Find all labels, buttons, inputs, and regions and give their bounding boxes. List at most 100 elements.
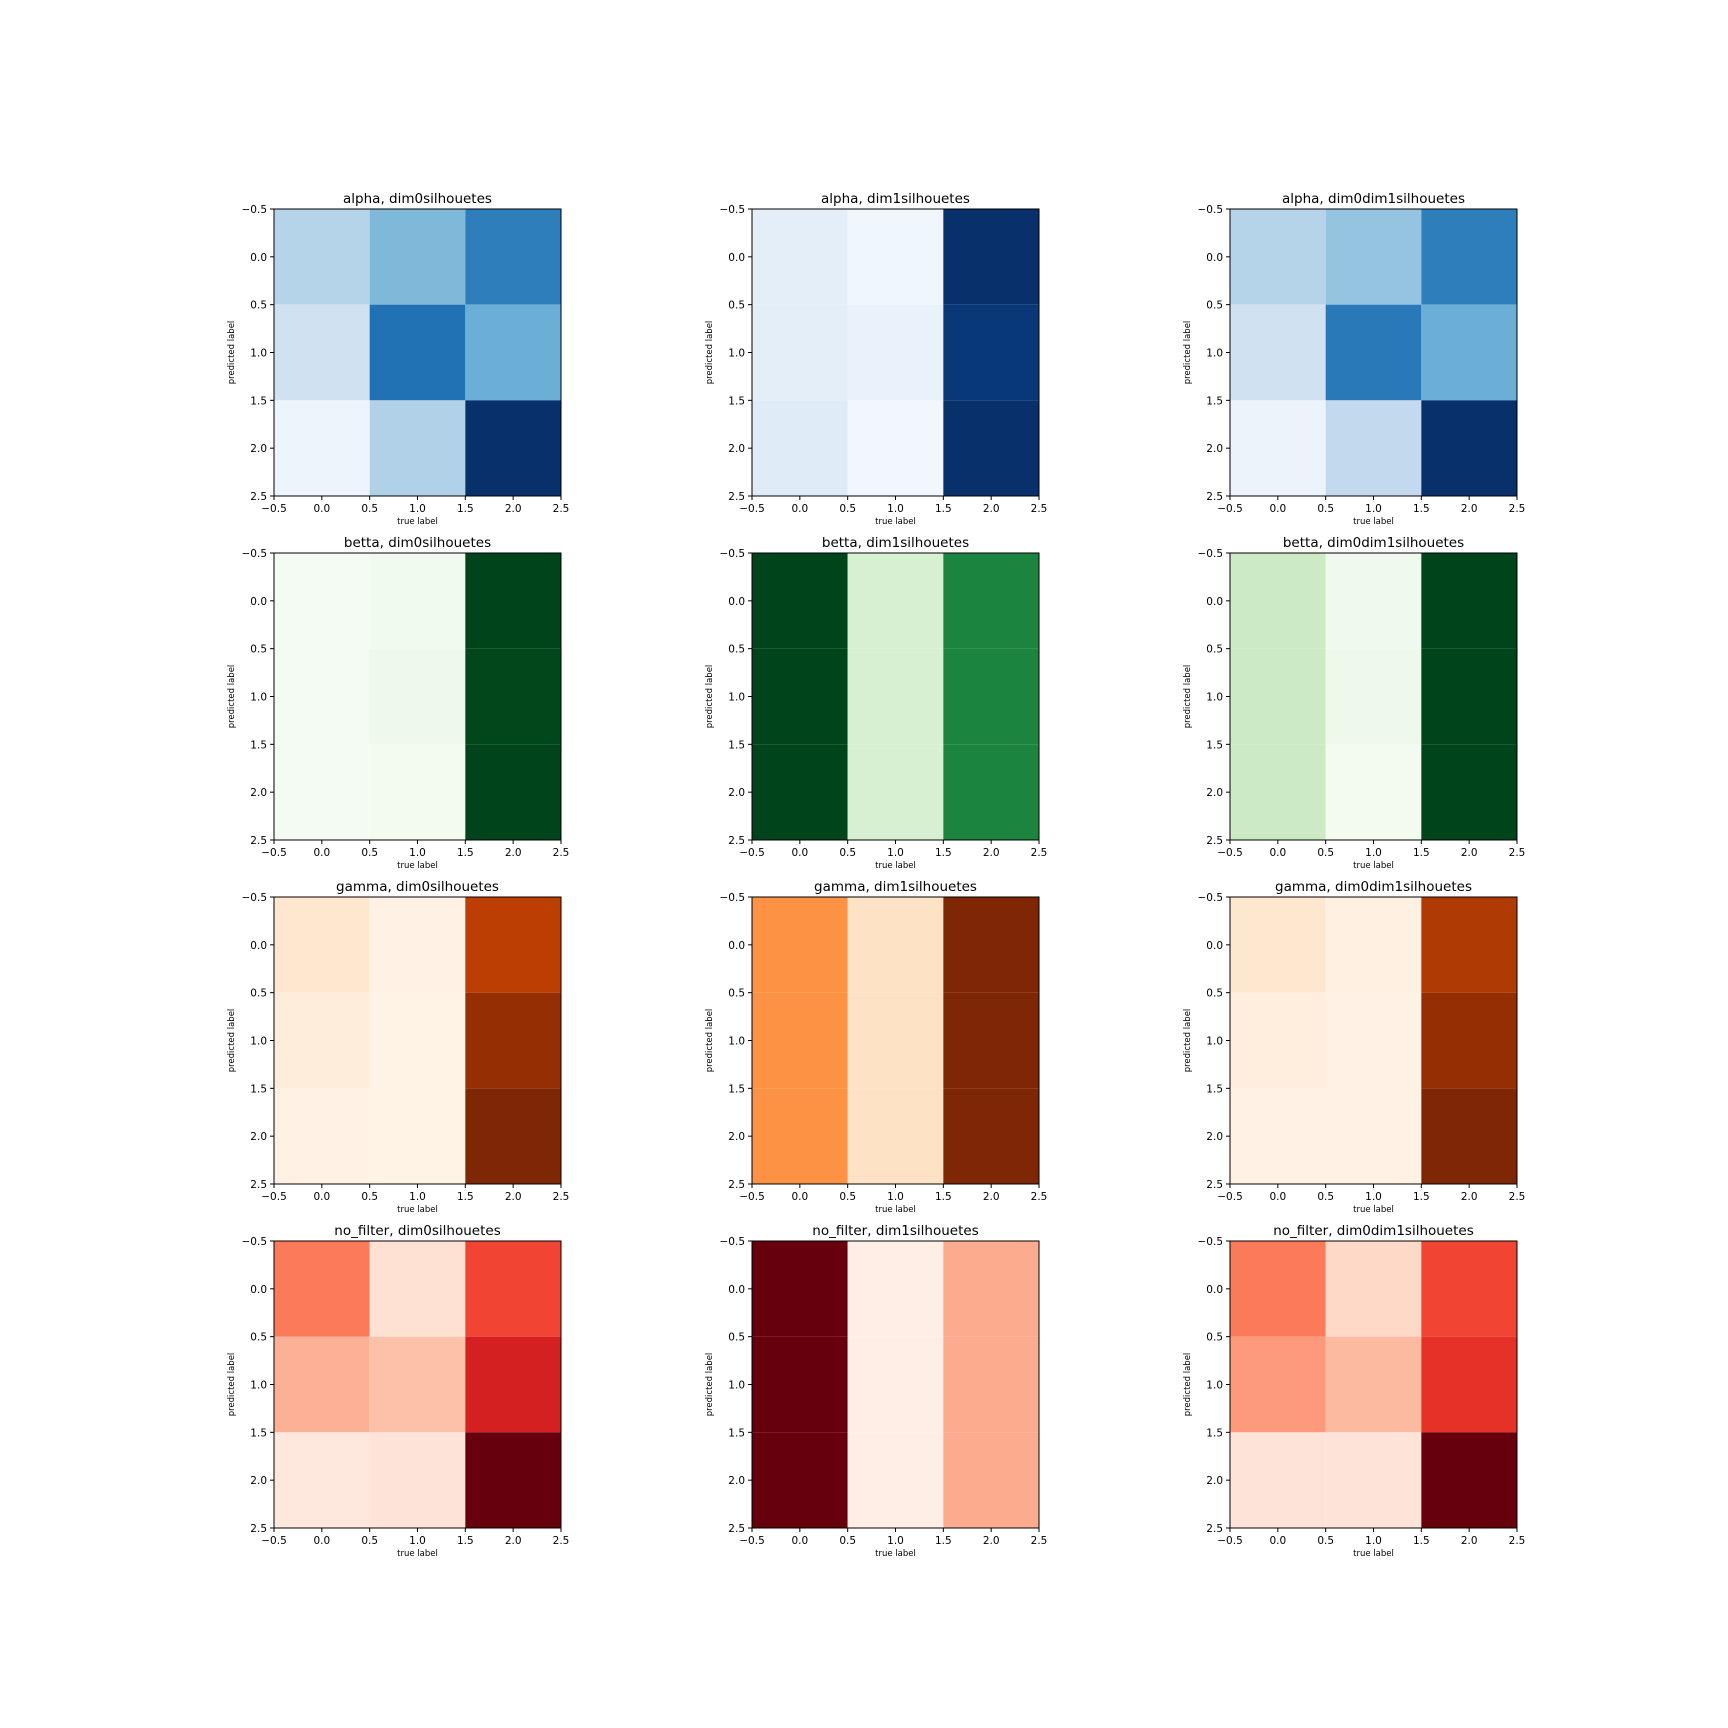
x-tick-label: −0.5	[261, 1191, 287, 1203]
heatmap-panel: alpha, dim0dim1silhouetes −0.5 0.0 0.5 1.0 1.…	[1183, 191, 1525, 527]
y-tick-label: 1.5	[728, 739, 745, 751]
heatmap-cell	[465, 1241, 561, 1337]
y-tick-label: 0.0	[728, 596, 745, 608]
y-tick-label: 2.5	[250, 835, 267, 847]
y-tick-label: 2.5	[250, 1523, 267, 1535]
y-tick-label: 0.0	[1206, 1284, 1223, 1296]
heatmap-cell	[274, 400, 370, 496]
x-tick-label: 1.0	[409, 1535, 426, 1547]
y-tick-label: 1.0	[728, 1380, 745, 1392]
heatmap-panel: alpha, dim0silhouetes −0.5 0.0 0.5 1.0 1.5 2.0…	[227, 191, 569, 527]
y-tick-label: −0.5	[1198, 892, 1224, 904]
x-axis-label: true label	[397, 1549, 438, 1559]
heatmap-cell	[1230, 648, 1326, 745]
heatmap-cell	[847, 648, 944, 745]
panel-title: gamma, dim1silhouetes	[814, 879, 977, 895]
heatmap-cell	[1325, 992, 1422, 1089]
x-tick-label: 1.0	[887, 1535, 904, 1547]
heatmap-cell	[369, 1088, 466, 1184]
panel-title: betta, dim1silhouetes	[822, 535, 969, 551]
x-tick-label: 0.5	[1317, 503, 1334, 515]
heatmap-cell	[465, 992, 561, 1089]
y-tick-label: 0.5	[1206, 988, 1223, 1000]
heatmap-cell	[752, 1336, 848, 1433]
heatmap-cell	[274, 304, 370, 401]
heatmap-cell	[1230, 1088, 1326, 1184]
y-tick-label: 2.5	[728, 491, 745, 503]
y-axis-label: predicted label	[1183, 665, 1193, 729]
x-tick-label: 0.0	[313, 1535, 330, 1547]
heatmap-cell	[1421, 1336, 1517, 1433]
heatmap-cell	[847, 1432, 944, 1528]
heatmap-panel: betta, dim1silhouetes −0.5 0.0 0.5 1.0 1.5 2.0…	[705, 535, 1047, 871]
x-tick-label: 2.0	[505, 1191, 522, 1203]
x-tick-label: 1.0	[887, 1191, 904, 1203]
heatmap-cell	[274, 1088, 370, 1184]
x-tick-label: 1.5	[935, 1535, 952, 1547]
x-tick-label: 1.0	[1365, 503, 1382, 515]
heatmap-cell	[1421, 648, 1517, 745]
y-tick-label: 1.5	[1206, 1083, 1223, 1095]
x-tick-label: 2.0	[505, 847, 522, 859]
heatmap-cell	[465, 304, 561, 401]
y-axis-label: predicted label	[1183, 321, 1193, 385]
y-axis-label: predicted label	[705, 1353, 715, 1417]
heatmap-cell	[1421, 553, 1517, 649]
heatmap-cell	[943, 1241, 1039, 1337]
heatmap-panel: gamma, dim1silhouetes −0.5 0.0 0.5 1.0 1.5 2.0…	[705, 879, 1047, 1215]
heatmap-cell	[465, 553, 561, 649]
heatmap-cell	[1325, 744, 1422, 840]
heatmap-cell	[1325, 648, 1422, 745]
heatmap-cell	[943, 648, 1039, 745]
x-tick-label: 1.5	[457, 1535, 474, 1547]
y-tick-label: 0.0	[728, 1284, 745, 1296]
y-tick-label: 2.0	[728, 1475, 745, 1487]
heatmap-cell	[1325, 553, 1422, 649]
x-tick-label: 2.0	[983, 1535, 1000, 1547]
y-tick-label: 2.0	[1206, 1131, 1223, 1143]
heatmap-cell	[847, 209, 944, 305]
panel-title: betta, dim0dim1silhouetes	[1283, 535, 1464, 551]
heatmap-cell	[274, 648, 370, 745]
heatmap-cell	[1325, 209, 1422, 305]
x-tick-label: 0.5	[1317, 1535, 1334, 1547]
y-axis-label: predicted label	[1183, 1353, 1193, 1417]
heatmap-cell	[274, 1432, 370, 1528]
heatmap-cell	[943, 553, 1039, 649]
x-tick-label: 0.0	[313, 503, 330, 515]
y-tick-label: 1.5	[728, 1083, 745, 1095]
heatmap-cell	[847, 897, 944, 993]
y-tick-label: 2.0	[1206, 443, 1223, 455]
heatmap-cell	[465, 1088, 561, 1184]
x-axis-label: true label	[397, 1205, 438, 1215]
heatmap-cell	[369, 648, 466, 745]
y-tick-label: 2.5	[1206, 1523, 1223, 1535]
heatmap-cell	[847, 992, 944, 1089]
x-tick-label: 2.5	[553, 503, 570, 515]
y-tick-label: 0.5	[728, 988, 745, 1000]
heatmap-cell	[752, 1088, 848, 1184]
y-tick-label: −0.5	[1198, 1236, 1224, 1248]
x-axis-label: true label	[1353, 517, 1394, 527]
heatmap-panel: betta, dim0dim1silhouetes −0.5 0.0 0.5 1.0 1.…	[1183, 535, 1525, 871]
x-tick-label: 0.0	[791, 503, 808, 515]
x-tick-label: 2.0	[983, 503, 1000, 515]
heatmap-cell	[1421, 400, 1517, 496]
x-tick-label: 1.0	[409, 503, 426, 515]
x-tick-label: 0.5	[361, 503, 378, 515]
x-tick-label: 0.0	[313, 847, 330, 859]
heatmap-cell	[1325, 1088, 1422, 1184]
heatmap-cell	[943, 992, 1039, 1089]
x-tick-label: 0.0	[1269, 847, 1286, 859]
y-tick-label: 2.0	[728, 1131, 745, 1143]
y-axis-label: predicted label	[227, 1353, 237, 1417]
y-tick-label: 0.0	[250, 1284, 267, 1296]
x-axis-label: true label	[397, 517, 438, 527]
x-axis-label: true label	[1353, 1205, 1394, 1215]
x-tick-label: 2.0	[983, 1191, 1000, 1203]
heatmap-cell	[1421, 744, 1517, 840]
y-axis-label: predicted label	[705, 321, 715, 385]
x-tick-label: 2.0	[1461, 1191, 1478, 1203]
y-tick-label: 1.5	[728, 1427, 745, 1439]
heatmap-cell	[943, 897, 1039, 993]
